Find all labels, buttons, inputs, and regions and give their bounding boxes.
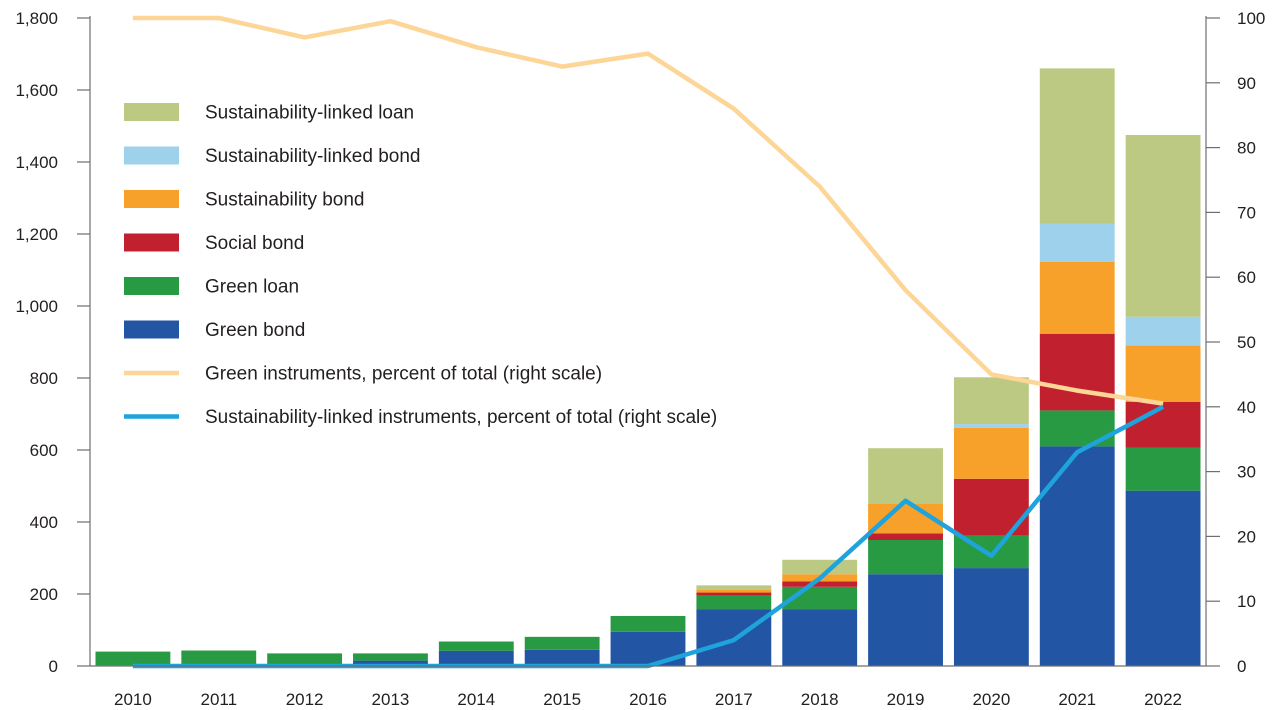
legend-label-social-bond: Social bond <box>205 233 304 254</box>
legend-label-green-instruments-percent-of-total-right-scale: Green instruments, percent of total (rig… <box>205 364 602 385</box>
bar-layer <box>95 68 1201 666</box>
legend-swatch-green-loan <box>124 277 179 295</box>
bar-sustainability-linked-loan-2022 <box>1125 135 1201 317</box>
right-tick-label-20: 20 <box>1237 527 1256 546</box>
legend-swatch-sustainability-bond <box>124 190 179 208</box>
x-tick-label-2022: 2022 <box>1144 690 1182 709</box>
bar-social-bond-2017 <box>696 592 772 596</box>
legend-label-sustainability-linked-instruments-percent-of-total-right-scale: Sustainability-linked instruments, perce… <box>205 407 717 428</box>
x-tick-label-2013: 2013 <box>372 690 410 709</box>
bar-green-loan-2017 <box>696 595 772 610</box>
left-tick-label-1000: 1,000 <box>15 297 58 316</box>
right-tick-label-70: 70 <box>1237 203 1256 222</box>
left-tick-label-600: 600 <box>30 441 58 460</box>
left-tick-label-0: 0 <box>49 657 58 676</box>
left-tick-label-200: 200 <box>30 585 58 604</box>
right-tick-label-100: 100 <box>1237 9 1265 28</box>
bar-green-loan-2021 <box>1039 410 1115 447</box>
right-tick-label-40: 40 <box>1237 398 1256 417</box>
bar-social-bond-2019 <box>868 533 943 540</box>
bar-green-loan-2011 <box>181 650 257 665</box>
bar-social-bond-2021 <box>1039 333 1115 411</box>
x-tick-label-2018: 2018 <box>801 690 839 709</box>
bar-sustainability-bond-2021 <box>1039 261 1115 334</box>
left-tick-label-1400: 1,400 <box>15 153 58 172</box>
legend-label-sustainability-linked-bond: Sustainability-linked bond <box>205 146 420 167</box>
bar-sustainability-linked-loan-2017 <box>696 585 772 590</box>
bar-sustainability-bond-2017 <box>696 589 772 593</box>
bar-social-bond-2018 <box>782 581 858 587</box>
bar-green-bond-2015 <box>524 649 600 666</box>
bar-green-bond-2022 <box>1125 490 1201 666</box>
bar-green-loan-2022 <box>1125 447 1201 491</box>
bar-green-loan-2010 <box>95 651 171 666</box>
line-green-instruments-percent-of-total-right-scale <box>132 15 1164 406</box>
left-tick-label-1200: 1,200 <box>15 225 58 244</box>
bar-green-loan-2012 <box>267 653 343 665</box>
bar-green-bond-2019 <box>868 574 943 666</box>
left-tick-label-1600: 1,600 <box>15 81 58 100</box>
bar-sustainability-linked-loan-2018 <box>782 559 858 575</box>
x-tick-label-2012: 2012 <box>286 690 324 709</box>
bar-green-bond-2018 <box>782 609 858 666</box>
axes: 0 200 400 600 800 1,000 1,200 1,400 1,600 1,800 0 1… <box>15 9 1265 709</box>
bar-green-bond-2014 <box>438 650 514 666</box>
right-tick-label-90: 90 <box>1237 74 1256 93</box>
legend-label-green-loan: Green loan <box>205 277 299 298</box>
right-tick-label-50: 50 <box>1237 333 1256 352</box>
bar-green-bond-2016 <box>610 631 686 666</box>
right-tick-label-10: 10 <box>1237 592 1256 611</box>
bar-green-bond-2021 <box>1039 446 1115 666</box>
legend-label-sustainability-bond: Sustainability bond <box>205 190 365 211</box>
bar-sustainability-linked-bond-2020 <box>953 424 1029 428</box>
right-tick-label-60: 60 <box>1237 268 1256 287</box>
x-tick-label-2011: 2011 <box>200 690 237 709</box>
bar-social-bond-2022 <box>1125 401 1201 448</box>
left-tick-label-400: 400 <box>30 513 58 532</box>
bar-sustainability-linked-loan-2020 <box>953 377 1029 425</box>
legend-swatch-green-bond <box>124 320 179 339</box>
bar-green-loan-2015 <box>524 636 600 650</box>
legend-label-sustainability-linked-loan: Sustainability-linked loan <box>205 103 414 124</box>
x-tick-label-2015: 2015 <box>543 690 581 709</box>
bar-green-loan-2019 <box>868 540 943 575</box>
bar-green-loan-2013 <box>353 653 428 661</box>
x-tick-label-2020: 2020 <box>972 690 1010 709</box>
right-tick-label-80: 80 <box>1237 139 1256 158</box>
x-tick-label-2019: 2019 <box>887 690 925 709</box>
bar-sustainability-linked-bond-2021 <box>1039 223 1115 262</box>
left-tick-label-1800: 1,800 <box>15 9 58 28</box>
x-tick-label-2021: 2021 <box>1058 690 1096 709</box>
right-tick-label-0: 0 <box>1237 657 1246 676</box>
bar-sustainability-linked-loan-2019 <box>868 448 943 504</box>
bar-sustainability-bond-2022 <box>1125 345 1201 402</box>
x-tick-label-2014: 2014 <box>457 690 495 709</box>
bar-sustainability-linked-loan-2021 <box>1039 68 1115 224</box>
bar-sustainability-linked-bond-2022 <box>1125 316 1201 346</box>
right-tick-label-30: 30 <box>1237 463 1256 482</box>
bar-green-bond-2020 <box>953 568 1029 666</box>
left-tick-label-800: 800 <box>30 369 58 388</box>
x-tick-label-2017: 2017 <box>715 690 753 709</box>
legend: Sustainability-linked loan Sustainability… <box>124 103 717 428</box>
legend-label-green-bond: Green bond <box>205 320 305 341</box>
bar-sustainability-bond-2020 <box>953 427 1029 479</box>
bar-green-bond-2013 <box>353 660 428 666</box>
x-tick-label-2016: 2016 <box>629 690 667 709</box>
bar-green-loan-2016 <box>610 615 686 632</box>
bar-green-loan-2014 <box>438 641 514 651</box>
legend-swatch-sustainability-linked-bond <box>124 146 179 165</box>
x-tick-label-2010: 2010 <box>114 690 152 709</box>
legend-swatch-social-bond <box>124 233 179 252</box>
legend-swatch-sustainability-linked-loan <box>124 103 179 121</box>
